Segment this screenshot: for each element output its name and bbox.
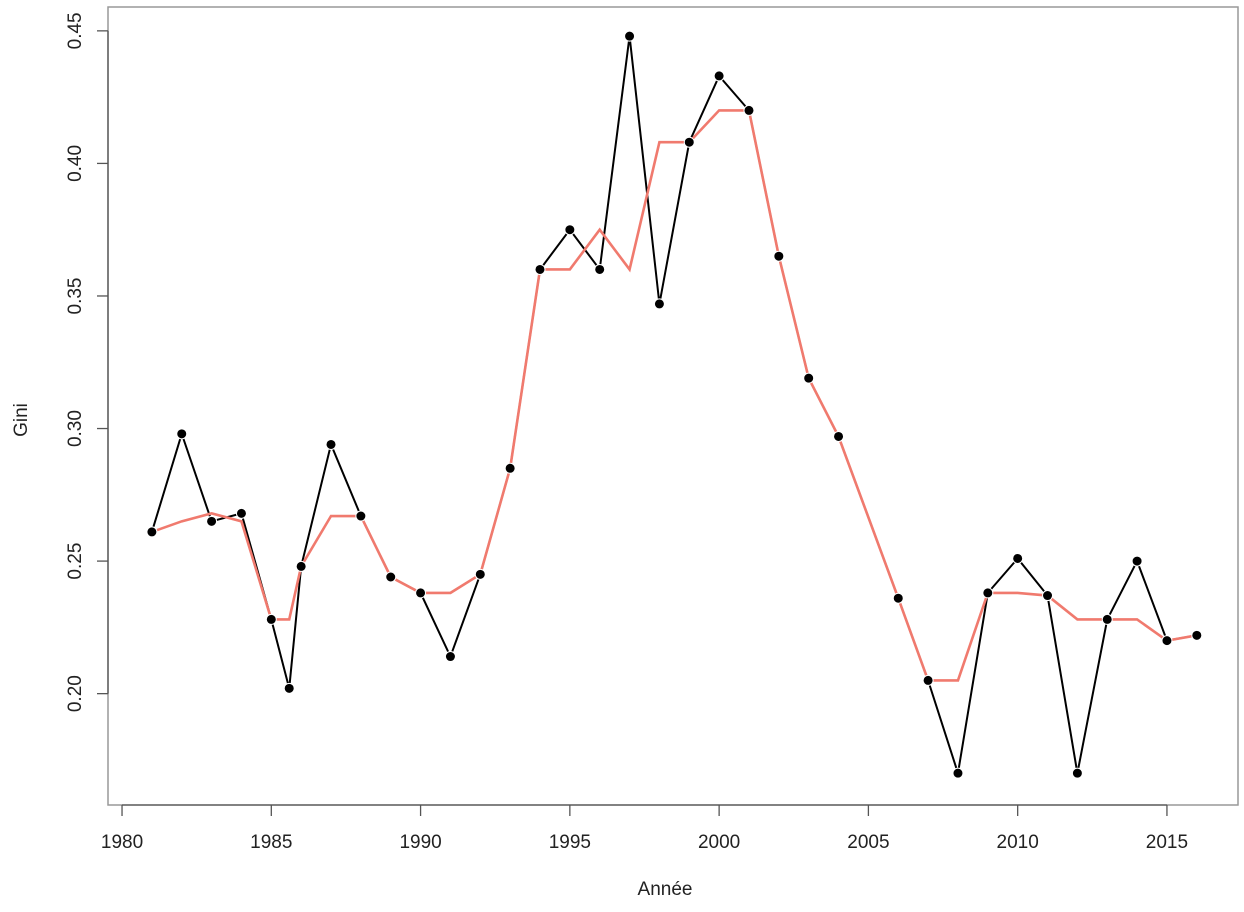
point xyxy=(803,372,815,384)
point xyxy=(325,438,337,450)
x-tick-label: 2000 xyxy=(698,832,740,853)
point xyxy=(653,298,665,310)
x-tick-label: 1980 xyxy=(101,832,143,853)
point xyxy=(504,462,516,474)
point xyxy=(283,682,295,694)
point xyxy=(355,510,367,522)
point xyxy=(713,70,725,82)
y-tick-label: 0.20 xyxy=(65,675,86,712)
point xyxy=(176,428,188,440)
x-tick-label: 1995 xyxy=(549,832,591,853)
x-axis-label: Année xyxy=(638,879,693,900)
point xyxy=(982,587,994,599)
y-tick-label: 0.45 xyxy=(65,12,86,49)
point xyxy=(415,587,427,599)
x-tick-label: 1990 xyxy=(399,832,441,853)
point xyxy=(1071,767,1083,779)
point xyxy=(683,136,695,148)
point xyxy=(1131,555,1143,567)
point xyxy=(385,571,397,583)
x-tick-label: 2010 xyxy=(997,832,1039,853)
point xyxy=(624,30,636,42)
point xyxy=(1161,635,1173,647)
point xyxy=(295,560,307,572)
point xyxy=(743,104,755,116)
y-tick-label: 0.35 xyxy=(65,277,86,314)
point xyxy=(952,767,964,779)
x-tick-label: 1985 xyxy=(250,832,292,853)
point xyxy=(773,250,785,262)
point xyxy=(1012,552,1024,564)
point xyxy=(235,507,247,519)
point xyxy=(892,592,904,604)
point xyxy=(594,263,606,275)
point xyxy=(1101,613,1113,625)
point xyxy=(1042,590,1054,602)
point xyxy=(146,526,158,538)
point xyxy=(564,224,576,236)
point xyxy=(534,263,546,275)
y-tick-label: 0.40 xyxy=(65,145,86,182)
y-tick-label: 0.25 xyxy=(65,543,86,580)
point xyxy=(922,674,934,686)
point xyxy=(474,568,486,580)
series-line xyxy=(150,36,1197,774)
series-line xyxy=(151,109,1198,682)
x-tick-label: 2015 xyxy=(1146,832,1188,853)
y-axis-label: Gini xyxy=(11,403,32,437)
point xyxy=(1191,629,1203,641)
point xyxy=(444,651,456,663)
x-tick-label: 2005 xyxy=(847,832,889,853)
y-tick-label: 0.30 xyxy=(65,410,86,447)
point xyxy=(206,515,218,527)
point xyxy=(265,613,277,625)
plot-box xyxy=(107,6,1239,806)
point xyxy=(833,430,845,442)
